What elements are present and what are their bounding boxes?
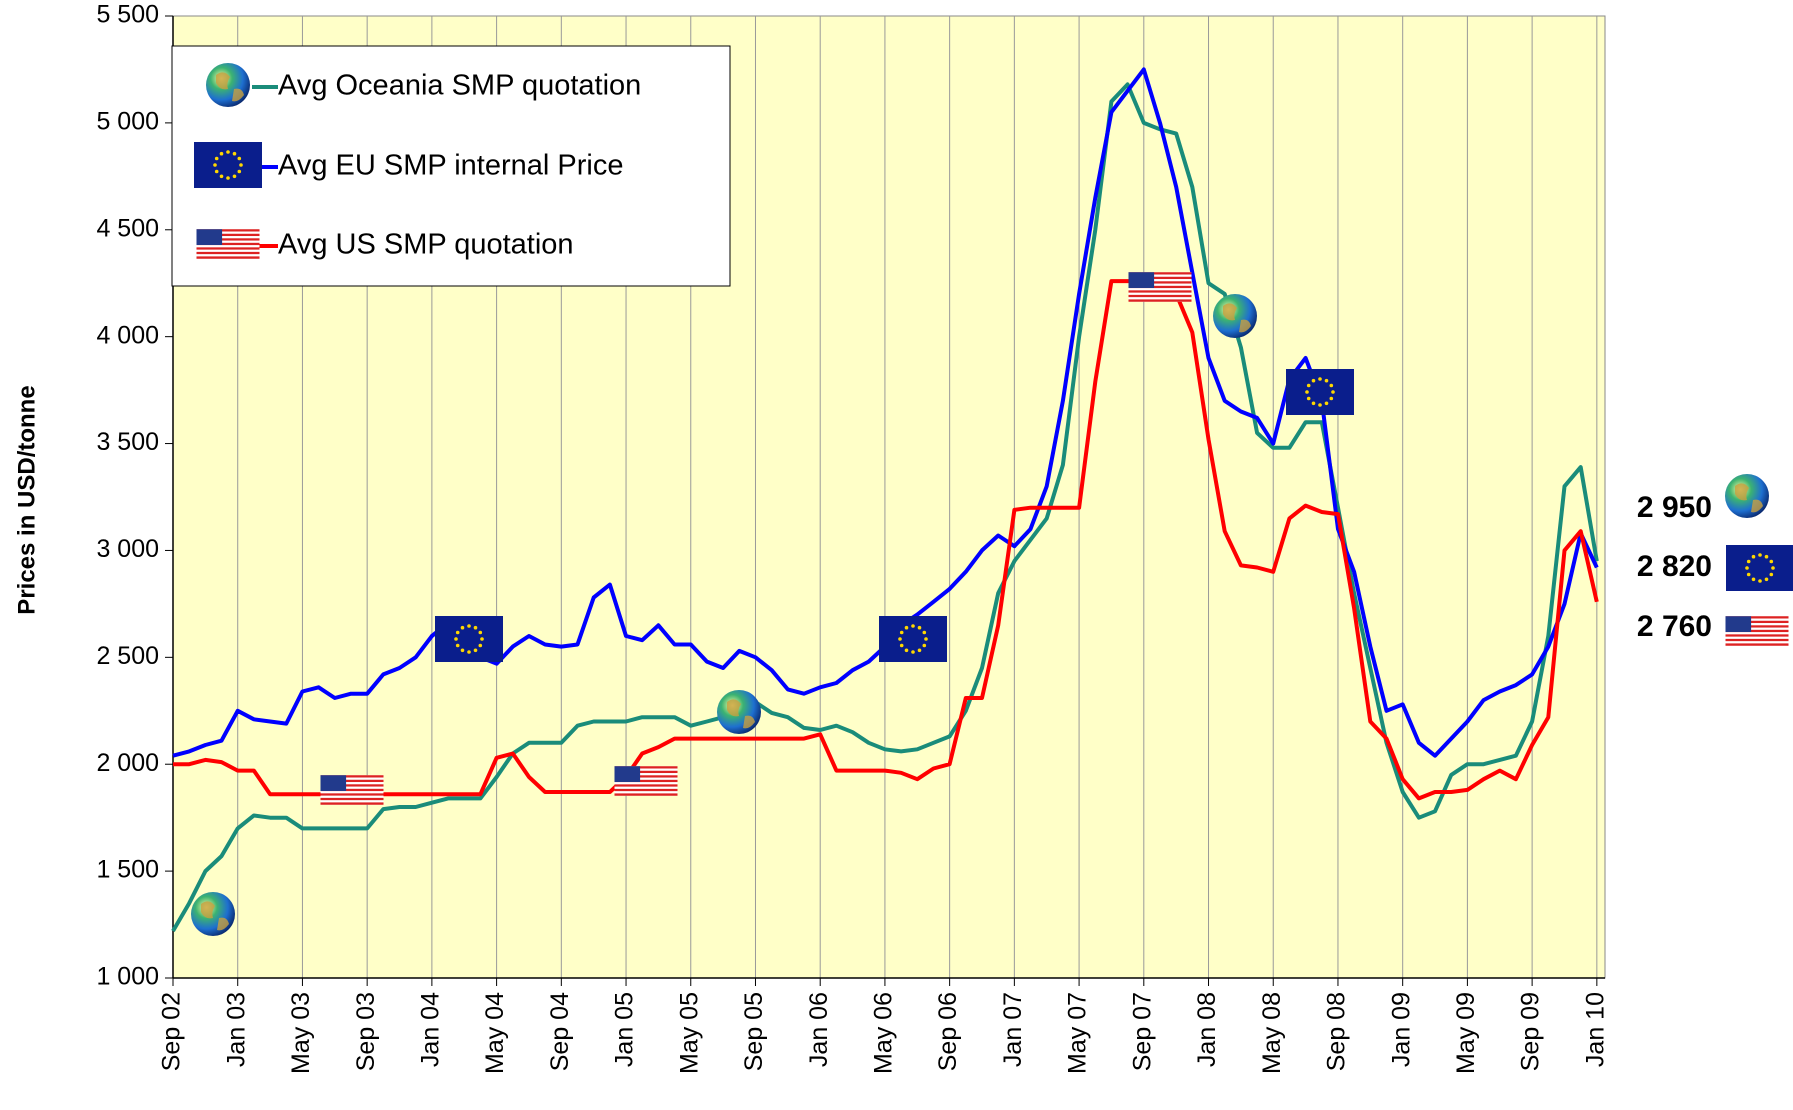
x-tick-label: Sep 05	[740, 992, 768, 1071]
x-tick-label: Sep 02	[158, 992, 186, 1071]
x-tick-label: Jan 05	[611, 992, 639, 1067]
icon	[1286, 369, 1354, 415]
y-tick-label: 4 000	[96, 321, 159, 349]
icon	[435, 616, 503, 662]
icon	[320, 775, 384, 805]
x-tick-label: May 08	[1258, 992, 1286, 1074]
series-line	[173, 279, 1599, 801]
x-tick-label: Jan 04	[416, 992, 444, 1067]
x-tick-label: May 09	[1452, 992, 1480, 1074]
x-tick-label: Jan 08	[1193, 992, 1221, 1067]
end-value-label: 2 950	[1637, 491, 1712, 524]
y-tick-label: 1 000	[96, 963, 159, 991]
x-tick-label: May 06	[870, 992, 898, 1074]
y-tick-label: 3 000	[96, 535, 159, 563]
x-tick-label: Sep 06	[934, 992, 962, 1071]
icon	[206, 63, 250, 107]
icon	[717, 690, 761, 734]
y-tick-label: 5 000	[96, 107, 159, 135]
icon	[614, 766, 678, 796]
legend-label: Avg EU SMP internal Price	[278, 150, 623, 182]
icon	[1726, 545, 1793, 591]
legend-label: Avg US SMP quotation	[278, 229, 574, 261]
x-tick-label: Jan 10	[1581, 992, 1609, 1067]
x-tick-label: Sep 03	[352, 992, 380, 1071]
y-tick-label: 5 500	[96, 1, 159, 29]
y-tick-label: 1 500	[96, 856, 159, 884]
end-value-label: 2 760	[1637, 610, 1712, 643]
icon	[196, 229, 260, 259]
x-tick-label: May 03	[287, 992, 315, 1074]
icon	[1725, 474, 1769, 518]
x-tick-label: Sep 08	[1323, 992, 1351, 1071]
icon	[191, 892, 235, 936]
x-tick-label: Sep 09	[1517, 992, 1545, 1071]
x-tick-label: Jan 03	[222, 992, 250, 1067]
y-tick-label: 2 000	[96, 749, 159, 777]
legend-label: Avg Oceania SMP quotation	[278, 70, 641, 102]
icon	[1213, 294, 1257, 338]
x-tick-label: May 07	[1064, 992, 1092, 1074]
y-tick-label: 4 500	[96, 214, 159, 242]
x-tick-label: Sep 07	[1128, 992, 1156, 1071]
icon	[1128, 272, 1192, 302]
y-tick-label: 3 500	[96, 428, 159, 456]
y-axis-title: Prices in USD/tonne	[13, 385, 40, 614]
x-tick-label: Jan 06	[805, 992, 833, 1067]
end-value-label: 2 820	[1637, 550, 1712, 583]
icon	[194, 142, 262, 188]
y-tick-label: 2 500	[96, 642, 159, 670]
icon	[1725, 616, 1789, 646]
x-tick-label: May 04	[481, 992, 509, 1074]
icon	[879, 616, 947, 662]
x-tick-label: Jan 09	[1387, 992, 1415, 1067]
x-tick-label: Sep 04	[546, 992, 574, 1071]
x-tick-label: May 05	[675, 992, 703, 1074]
x-tick-label: Jan 07	[999, 992, 1027, 1067]
series-line	[171, 82, 1599, 933]
